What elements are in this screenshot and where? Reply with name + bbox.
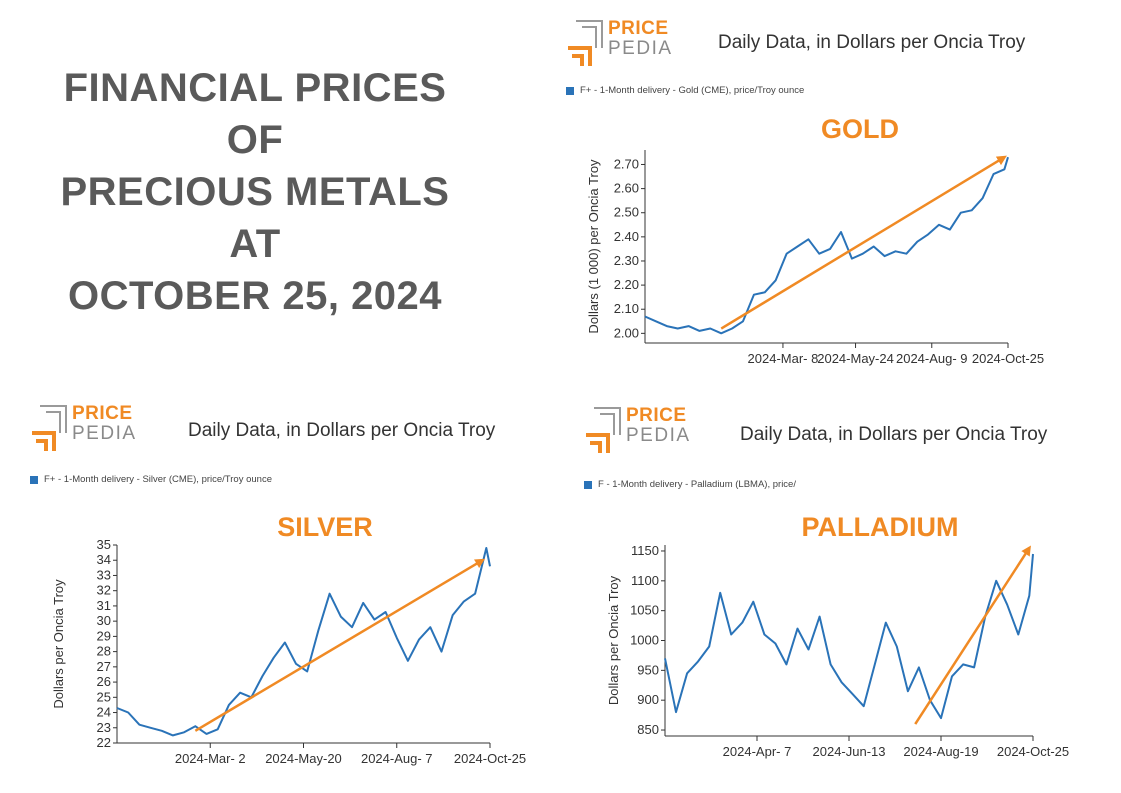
main-title-line-4: AT [229,222,281,266]
logo-pedia-text: PEDIA [608,38,673,59]
palladium-subtitle: Daily Data, in Dollars per Oncia Troy [740,424,1048,445]
pricepedia-logo: PRICE PEDIA [584,405,724,455]
logo-price-text: PRICE [626,405,687,426]
silver-panel: PRICE PEDIA Daily Data, in Dollars per O… [0,400,560,793]
main-title: FINANCIAL PRICES OF PRECIOUS METALS AT O… [40,62,470,322]
main-title-line-5: OCTOBER 25, 2024 [67,274,443,318]
legend-swatch [566,86,574,95]
legend-swatch [30,475,38,484]
pricepedia-logo-icon [586,407,621,453]
logo-price-text: PRICE [608,18,669,39]
silver-subtitle: Daily Data, in Dollars per Oncia Troy [188,420,496,441]
legend-swatch [584,480,592,489]
silver-label: SILVER [277,512,373,542]
logo-pedia-text: PEDIA [72,423,137,444]
main-title-line-1: FINANCIAL PRICES [63,66,447,110]
pricepedia-logo-icon [568,20,603,66]
palladium-label: PALLADIUM [801,512,959,542]
main-title-line-2: OF [226,118,284,162]
palladium-legend-label: F - 1-Month delivery - Palladium (LBMA),… [598,479,796,490]
silver-legend: F+ - 1-Month delivery - Silver (CME), pr… [30,474,272,485]
gold-subtitle: Daily Data, in Dollars per Oncia Troy [718,32,1026,53]
gold-legend-label: F+ - 1-Month delivery - Gold (CME), pric… [580,85,805,96]
palladium-legend: F - 1-Month delivery - Palladium (LBMA),… [584,479,796,490]
silver-legend-label: F+ - 1-Month delivery - Silver (CME), pr… [44,474,272,485]
main-title-line-3: PRECIOUS METALS [60,170,450,214]
pricepedia-logo: PRICE PEDIA [566,18,706,68]
pricepedia-logo: PRICE PEDIA [30,403,170,453]
gold-label: GOLD [821,114,899,144]
logo-pedia-text: PEDIA [626,425,691,446]
palladium-panel: PRICE PEDIA Daily Data, in Dollars per O… [560,400,1121,793]
gold-panel: PRICE PEDIA Daily Data, in Dollars per O… [566,18,1026,144]
logo-price-text: PRICE [72,403,133,424]
gold-legend: F+ - 1-Month delivery - Gold (CME), pric… [566,85,804,96]
pricepedia-logo-icon [32,405,67,451]
